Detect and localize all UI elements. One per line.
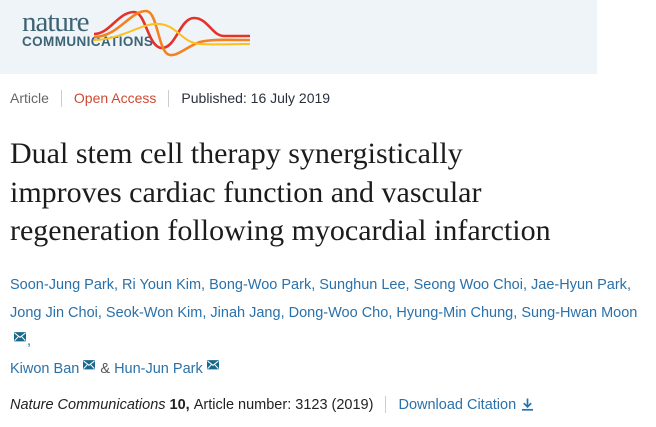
separator-bar	[385, 396, 387, 413]
author-comma: ,	[522, 276, 532, 293]
download-citation-link[interactable]: Download Citation	[398, 395, 534, 415]
author-comma: ,	[405, 276, 414, 293]
citation-article-number: Article number: 3123 (2019)	[193, 396, 374, 413]
published-date-label: Published: 16 July 2019	[181, 90, 331, 106]
author-link[interactable]: Ri Youn Kim	[122, 276, 202, 293]
envelope-icon[interactable]	[14, 327, 26, 355]
author-list: Soon-Jung Park, Ri Youn Kim, Bong-Woo Pa…	[10, 271, 646, 383]
citation-volume: 10,	[169, 396, 190, 413]
author-link[interactable]: Hun-Jun Park	[114, 360, 203, 377]
author-ampersand: &	[96, 360, 115, 377]
author-link[interactable]: Soon-Jung Park	[10, 276, 114, 293]
author-comma: ,	[97, 304, 106, 321]
article-title: Dual stem cell therapy synergistically i…	[10, 137, 551, 247]
author-comma: ,	[201, 276, 210, 293]
author-comma: ,	[626, 276, 631, 293]
author-comma: ,	[388, 304, 397, 321]
journal-logo[interactable]: nature COMMUNICATIONS	[22, 6, 154, 50]
author-link[interactable]: Bong-Woo Park	[209, 276, 312, 293]
author-link[interactable]: Dong-Woo Cho	[288, 304, 389, 321]
author-link[interactable]: Kiwon Ban	[10, 360, 80, 377]
citation-journal-name: Nature Communications	[10, 396, 166, 413]
envelope-icon[interactable]	[83, 355, 96, 383]
separator-bar	[60, 89, 62, 107]
download-citation-label: Download Citation	[398, 396, 517, 413]
envelope-icon[interactable]	[206, 355, 219, 383]
article-type-label: Article	[10, 90, 49, 106]
journal-header: nature COMMUNICATIONS	[0, 0, 597, 74]
author-link[interactable]: Seok-Won Kim	[105, 304, 203, 321]
author-comma: ,	[113, 276, 123, 293]
author-link[interactable]: Sunghun Lee	[319, 276, 406, 293]
open-access-link[interactable]: Open Access	[73, 90, 157, 106]
author-comma: ,	[311, 276, 320, 293]
author-link[interactable]: Sung-Hwan Moon	[521, 304, 638, 321]
journal-logo-nature-text: nature	[22, 6, 89, 38]
article-meta-row: Article Open Access Published: 16 July 2…	[10, 89, 656, 107]
citation-row: Nature Communications 10, Article number…	[10, 395, 656, 415]
separator-bar	[168, 89, 170, 107]
author-link[interactable]: Seong Woo Choi	[413, 276, 523, 293]
author-comma: ,	[513, 304, 522, 321]
author-comma: ,	[202, 304, 211, 321]
author-link[interactable]: Hyung-Min Chung	[396, 304, 514, 321]
author-link[interactable]: Jinah Jang	[210, 304, 281, 321]
author-comma: ,	[27, 332, 32, 349]
author-link[interactable]: Jong Jin Choi	[10, 304, 98, 321]
author-comma: ,	[280, 304, 289, 321]
author-link[interactable]: Jae-Hyun Park	[531, 276, 627, 293]
download-icon[interactable]	[521, 398, 534, 411]
journal-logo-communications-text: COMMUNICATIONS	[22, 34, 154, 49]
